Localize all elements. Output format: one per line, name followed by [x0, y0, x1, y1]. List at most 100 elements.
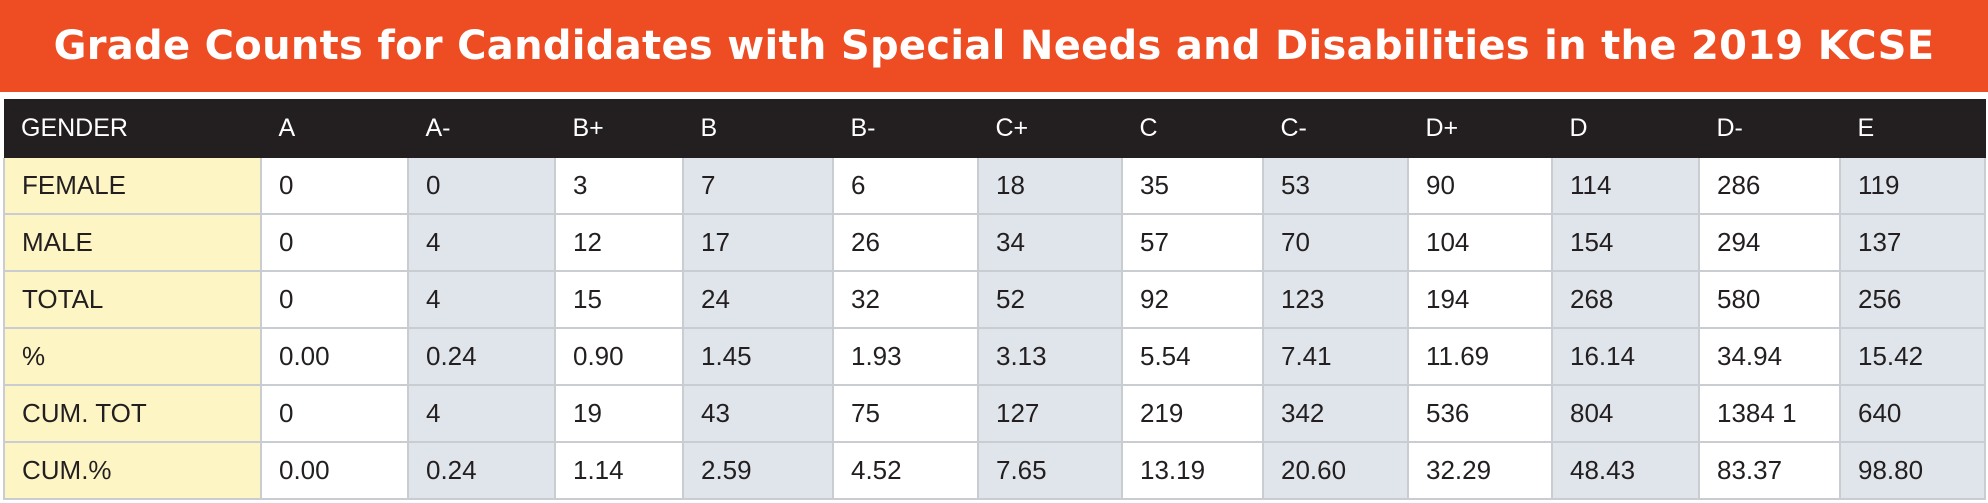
data-cell: 35 — [1122, 158, 1264, 215]
data-cell: 7.65 — [978, 442, 1123, 500]
header-cell: C — [1122, 99, 1264, 158]
data-cell: 0 — [261, 271, 409, 329]
data-cell: 34 — [978, 214, 1123, 272]
data-cell: 11.69 — [1408, 328, 1553, 386]
data-cell: 256 — [1840, 271, 1986, 329]
data-cell: 17 — [683, 214, 834, 272]
data-cell: 1.45 — [683, 328, 834, 386]
header-cell: B- — [833, 99, 979, 158]
data-cell: 0 — [408, 158, 556, 215]
data-cell: 0.24 — [408, 328, 556, 386]
data-cell: 640 — [1840, 385, 1986, 443]
data-cell: 4 — [408, 214, 556, 272]
header-cell: D- — [1699, 99, 1841, 158]
data-cell: 12 — [555, 214, 684, 272]
data-cell: 75 — [833, 385, 979, 443]
data-cell: 13.19 — [1122, 442, 1264, 500]
header-cell: E — [1840, 99, 1986, 158]
data-cell: 4 — [408, 271, 556, 329]
data-cell: 342 — [1263, 385, 1409, 443]
data-cell: 0.90 — [555, 328, 684, 386]
data-cell: 0.00 — [261, 328, 409, 386]
data-cell: 4 — [408, 385, 556, 443]
data-cell: 52 — [978, 271, 1123, 329]
data-cell: 16.14 — [1552, 328, 1700, 386]
data-cell: 127 — [978, 385, 1123, 443]
data-cell: 70 — [1263, 214, 1409, 272]
table-row: TOTAL 0 4 15 24 32 52 92 123 194 268 580 256 — [3, 271, 1986, 329]
data-cell: 98.80 — [1840, 442, 1986, 500]
data-cell: 83.37 — [1699, 442, 1841, 500]
data-cell: 1.14 — [555, 442, 684, 500]
data-cell: 32.29 — [1408, 442, 1553, 500]
data-cell: 268 — [1552, 271, 1700, 329]
table-row: % 0.00 0.24 0.90 1.45 1.93 3.13 5.54 7.41 11.69 16… — [3, 328, 1986, 386]
data-cell: 43 — [683, 385, 834, 443]
row-label-cell: TOTAL — [3, 271, 262, 329]
data-cell: 0.00 — [261, 442, 409, 500]
data-cell: 219 — [1122, 385, 1264, 443]
data-cell: 194 — [1408, 271, 1553, 329]
row-label-cell: % — [3, 328, 262, 386]
header-cell-gender: GENDER — [4, 99, 262, 158]
data-cell: 15 — [555, 271, 684, 329]
data-cell: 92 — [1122, 271, 1264, 329]
data-cell: 0.24 — [408, 442, 556, 500]
data-cell: 2.59 — [683, 442, 834, 500]
header-cell: C- — [1263, 99, 1409, 158]
header-cell: D — [1552, 99, 1700, 158]
data-cell: 7 — [683, 158, 834, 215]
chart-title: Grade Counts for Candidates with Special… — [0, 0, 1988, 92]
data-cell: 15.42 — [1840, 328, 1986, 386]
data-cell: 137 — [1840, 214, 1986, 272]
data-cell: 5.54 — [1122, 328, 1264, 386]
header-cell: C+ — [978, 99, 1123, 158]
table-row: MALE 0 4 12 17 26 34 57 70 104 154 294 137 — [3, 214, 1986, 272]
data-cell: 1384 1 — [1699, 385, 1841, 443]
table-row: CUM. TOT 0 4 19 43 75 127 219 342 536 804 1384 1 640 — [3, 385, 1986, 443]
data-cell: 804 — [1552, 385, 1700, 443]
data-cell: 119 — [1840, 158, 1986, 215]
data-cell: 3 — [555, 158, 684, 215]
data-cell: 0 — [261, 214, 409, 272]
header-cell: B — [683, 99, 834, 158]
data-cell: 7.41 — [1263, 328, 1409, 386]
data-cell: 18 — [978, 158, 1123, 215]
data-cell: 32 — [833, 271, 979, 329]
data-cell: 104 — [1408, 214, 1553, 272]
data-cell: 19 — [555, 385, 684, 443]
header-cell: A — [261, 99, 409, 158]
header-cell: D+ — [1408, 99, 1553, 158]
data-cell: 0 — [261, 158, 409, 215]
header-cell: A- — [408, 99, 556, 158]
row-label-cell: CUM. TOT — [3, 385, 262, 443]
row-label-cell: MALE — [3, 214, 262, 272]
data-cell: 53 — [1263, 158, 1409, 215]
data-cell: 123 — [1263, 271, 1409, 329]
data-cell: 1.93 — [833, 328, 979, 386]
header-cell: B+ — [555, 99, 684, 158]
table-row: FEMALE 0 0 3 7 6 18 35 53 90 114 286 119 — [3, 158, 1986, 215]
data-cell: 580 — [1699, 271, 1841, 329]
data-cell: 114 — [1552, 158, 1700, 215]
data-cell: 57 — [1122, 214, 1264, 272]
data-cell: 0 — [261, 385, 409, 443]
grade-counts-table: GENDER A A- B+ B B- C+ C C- D+ D D- E FEMALE 0 0 3 7 6 18… — [3, 99, 1986, 500]
data-cell: 24 — [683, 271, 834, 329]
table-body: FEMALE 0 0 3 7 6 18 35 53 90 114 286 119 MALE 0 4 12 17 26… — [3, 158, 1986, 500]
data-cell: 286 — [1699, 158, 1841, 215]
row-label-cell: FEMALE — [3, 158, 262, 215]
data-cell: 6 — [833, 158, 979, 215]
data-cell: 536 — [1408, 385, 1553, 443]
data-cell: 4.52 — [833, 442, 979, 500]
table-row: CUM.% 0.00 0.24 1.14 2.59 4.52 7.65 13.19 20.60 3… — [3, 442, 1986, 500]
data-cell: 90 — [1408, 158, 1553, 215]
data-cell: 294 — [1699, 214, 1841, 272]
data-cell: 26 — [833, 214, 979, 272]
data-cell: 154 — [1552, 214, 1700, 272]
data-cell: 20.60 — [1263, 442, 1409, 500]
table-header-row: GENDER A A- B+ B B- C+ C C- D+ D D- E — [4, 99, 1986, 158]
data-cell: 34.94 — [1699, 328, 1841, 386]
data-cell: 3.13 — [978, 328, 1123, 386]
